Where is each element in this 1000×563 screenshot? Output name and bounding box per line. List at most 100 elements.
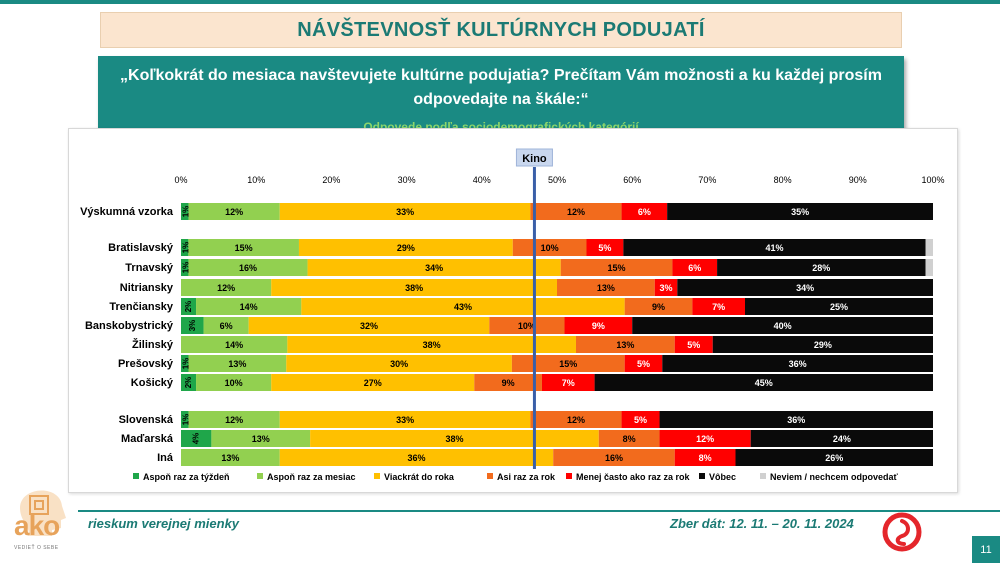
- legend-swatch: [133, 473, 139, 479]
- category-label: Trenčiansky: [109, 301, 173, 313]
- footer-divider: [78, 510, 1000, 512]
- bar-segment: [188, 411, 280, 428]
- legend-swatch: [699, 473, 705, 479]
- data-label: 12%: [217, 283, 235, 293]
- data-label: 25%: [830, 302, 848, 312]
- data-label: 12%: [225, 415, 243, 425]
- bar-segment: [181, 411, 189, 428]
- data-label: 5%: [634, 415, 647, 425]
- data-label: 34%: [425, 263, 443, 273]
- data-label: 36%: [787, 415, 805, 425]
- x-tick-label: 40%: [473, 175, 491, 185]
- bar-segment: [745, 298, 933, 315]
- data-label: 10%: [225, 378, 243, 388]
- data-label: 29%: [397, 243, 415, 253]
- category-label: Banskobystrický: [85, 320, 174, 332]
- data-label: 26%: [825, 453, 843, 463]
- question-box: „Koľkokrát do mesiaca navštevujete kultú…: [98, 56, 904, 142]
- bar-segment: [307, 259, 561, 276]
- legend-label: Aspoň raz za týždeň: [143, 472, 230, 482]
- legend-swatch: [566, 473, 572, 479]
- data-label: 16%: [605, 453, 623, 463]
- category-label: Nitriansky: [120, 282, 174, 294]
- bar-segment: [586, 239, 624, 256]
- bar-segment: [181, 430, 212, 447]
- data-label: 45%: [755, 378, 773, 388]
- data-label: 6%: [220, 321, 233, 331]
- x-tick-label: 0%: [174, 175, 187, 185]
- data-label: 12%: [225, 207, 243, 217]
- bar-segment: [181, 449, 280, 466]
- data-label: 32%: [360, 321, 378, 331]
- bar-segment: [598, 430, 660, 447]
- x-tick-label: 20%: [322, 175, 340, 185]
- data-label: 5%: [687, 340, 700, 350]
- data-label: 9%: [502, 378, 515, 388]
- legend-swatch: [487, 473, 493, 479]
- x-tick-label: 90%: [849, 175, 867, 185]
- data-label: 24%: [833, 434, 851, 444]
- bar-segment: [298, 239, 513, 256]
- bar-segment: [659, 430, 751, 447]
- bar-segment: [717, 259, 926, 276]
- bar-segment: [662, 355, 933, 372]
- bar-segment: [196, 374, 272, 391]
- data-label: 1%: [182, 358, 191, 370]
- data-label: 38%: [405, 283, 423, 293]
- title-banner: NÁVŠTEVNOSŤ KULTÚRNYCH PODUJATÍ: [100, 12, 902, 48]
- data-label: 35%: [791, 207, 809, 217]
- data-label: 28%: [812, 263, 830, 273]
- bar-segment: [181, 355, 189, 372]
- data-label: 43%: [454, 302, 472, 312]
- data-label: 7%: [562, 378, 575, 388]
- bar-segment: [677, 279, 933, 296]
- legend-swatch: [760, 473, 766, 479]
- bar-segment: [489, 317, 565, 334]
- data-label: 1%: [182, 262, 191, 274]
- page-number: 11: [972, 536, 1000, 563]
- bar-segment: [181, 336, 288, 353]
- x-tick-label: 80%: [774, 175, 792, 185]
- data-label: 6%: [638, 207, 651, 217]
- bar-segment: [621, 411, 660, 428]
- legend-label: Vôbec: [709, 472, 736, 482]
- x-tick-label: 100%: [921, 175, 944, 185]
- bar-segment: [667, 203, 933, 220]
- legend-label: Aspoň raz za mesiac: [267, 472, 356, 482]
- bar-segment: [279, 449, 554, 466]
- bar-segment: [632, 317, 933, 334]
- bar-segment: [279, 203, 531, 220]
- ako-logo-tagline: VEDIEŤ O SEBE: [14, 545, 59, 551]
- bar-segment: [925, 259, 933, 276]
- stacked-bar-chart: Kino 0% 10% 20% 30% 40% 50% 60% 70% 80% 90% 100% Výs…: [80, 148, 945, 482]
- category-label: Výskumná vzorka: [80, 206, 174, 218]
- data-label: 1%: [182, 206, 191, 218]
- data-label: 41%: [765, 243, 783, 253]
- category-label: Trnavský: [125, 262, 174, 274]
- data-label: 10%: [518, 321, 536, 331]
- bar-segment: [181, 239, 189, 256]
- data-label: 36%: [407, 453, 425, 463]
- chart-title: Kino: [522, 153, 547, 165]
- data-label: 8%: [699, 453, 712, 463]
- data-label: 13%: [228, 359, 246, 369]
- top-strip: [0, 0, 1000, 4]
- data-label: 40%: [774, 321, 792, 331]
- page-title: NÁVŠTEVNOSŤ KULTÚRNYCH PODUJATÍ: [297, 18, 705, 41]
- data-label: 5%: [598, 243, 611, 253]
- data-label: 13%: [252, 434, 270, 444]
- bar-segment: [181, 259, 189, 276]
- data-label: 9%: [592, 321, 605, 331]
- bar-segment: [271, 279, 557, 296]
- data-label: 2%: [184, 301, 193, 313]
- data-label: 15%: [235, 243, 253, 253]
- x-tick-label: 10%: [247, 175, 265, 185]
- question-text: „Koľkokrát do mesiaca navštevujete kultú…: [120, 67, 882, 108]
- bar-segment: [692, 298, 745, 315]
- data-label: 6%: [688, 263, 701, 273]
- bar-segment: [181, 279, 272, 296]
- footer-left-text: rieskum verejnej mienky: [88, 516, 240, 531]
- bar-segment: [575, 336, 675, 353]
- data-label: 16%: [239, 263, 257, 273]
- ako-head-logo-icon: [20, 490, 66, 536]
